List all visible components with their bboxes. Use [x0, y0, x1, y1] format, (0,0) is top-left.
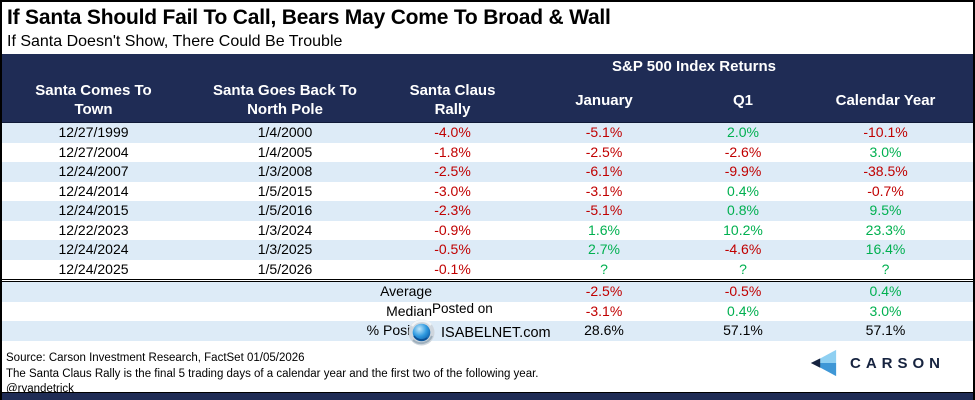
column-header-row: Santa Comes To Town Santa Goes Back To Nort… — [2, 78, 973, 123]
cell-santa-back: 1/4/2000 — [257, 124, 313, 141]
cell-return-1: -6.1% — [585, 163, 623, 180]
summary-label: Average — [2, 279, 520, 302]
footer-notes: Source: Carson Investment Research, Fact… — [6, 351, 539, 398]
table-body: 12/27/1999 1/4/2000 -4.0% -5.1% 2.0% -10.1% 12… — [2, 122, 973, 281]
summary-body: Average -2.5% -0.5% 0.4% Median -3.1% 0.4% 3.0%… — [2, 279, 973, 341]
isabelnet-logo-icon — [408, 319, 435, 346]
cell-santa-back: 1/5/2015 — [257, 182, 313, 199]
cell-return-2: -9.9% — [724, 163, 762, 180]
cell-santa-back: 1/3/2025 — [257, 241, 313, 258]
cell-santa-back: 1/3/2008 — [257, 163, 313, 180]
cell-santa-back: 1/5/2016 — [257, 202, 313, 219]
table-row: 12/24/2025 1/5/2026 -0.1%??? — [2, 260, 973, 281]
cell-santa-comes: 12/24/2014 — [58, 182, 129, 199]
definition-note: The Santa Claus Rally is the final 5 tra… — [6, 367, 539, 380]
watermark-site: ISABELNET.com — [441, 324, 551, 341]
table-row: 12/24/2015 1/5/2016 -2.3% -5.1% 0.8% 9.5% — [2, 201, 973, 221]
col-header-1: Santa Goes Back To North Pole — [185, 78, 385, 123]
cell-return-3: 9.5% — [869, 202, 902, 219]
cell-return-0: -0.5% — [434, 241, 471, 258]
cell-return-1: 1.6% — [588, 221, 620, 238]
col-header-4: Q1 — [688, 78, 798, 123]
cell-return-0: -4.0% — [434, 124, 471, 141]
cell-santa-back: 1/4/2005 — [257, 143, 313, 160]
group-header-row: S&P 500 Index Returns — [2, 54, 973, 78]
summary-value-1: 0.4% — [727, 302, 759, 319]
cell-return-0: -0.9% — [434, 221, 471, 238]
carson-logo: CARSON — [808, 348, 945, 378]
group-header-spacer — [2, 54, 520, 78]
cell-return-1: -5.1% — [585, 124, 623, 141]
cell-santa-comes: 12/24/2025 — [58, 260, 129, 277]
cell-return-2: -4.6% — [724, 241, 762, 258]
table-row: 12/27/1999 1/4/2000 -4.0% -5.1% 2.0% -10.1% — [2, 122, 973, 143]
table-row: 12/27/2004 1/4/2005 -1.8% -2.5% -2.6% 3.0% — [2, 143, 973, 163]
col-header-5: Calendar Year — [798, 78, 973, 123]
cell-return-3: 3.0% — [869, 143, 902, 160]
summary-value-1: -0.5% — [688, 279, 798, 302]
cell-return-2: 0.4% — [727, 182, 759, 199]
col-header-0: Santa Comes To Town — [2, 78, 185, 123]
cell-return-2: ? — [739, 260, 747, 277]
cell-return-3: ? — [881, 260, 890, 277]
cell-santa-back: 1/5/2026 — [257, 260, 313, 277]
cell-return-0: -2.3% — [434, 202, 471, 219]
cell-return-1: ? — [600, 260, 608, 277]
summary-label: Median — [386, 302, 432, 319]
table-row: 12/24/2014 1/5/2015 -3.0% -3.1% 0.4% -0.7% — [2, 182, 973, 202]
summary-value-2: 0.4% — [798, 279, 973, 302]
cell-return-2: 0.8% — [727, 202, 759, 219]
table-row: 12/24/2007 1/3/2008 -2.5% -6.1% -9.9% -38.5% — [2, 162, 973, 182]
cell-return-1: -2.5% — [585, 143, 623, 160]
cell-santa-comes: 12/24/2007 — [58, 163, 129, 180]
cell-return-1: 2.7% — [588, 241, 620, 258]
source-note: Source: Carson Investment Research, Fact… — [6, 352, 305, 364]
bottom-bar — [2, 392, 973, 400]
col-header-2: Santa Claus Rally — [385, 78, 520, 123]
watermark: Posted on ISABELNET.com — [408, 301, 551, 346]
cell-return-1: -5.1% — [585, 202, 623, 219]
summary-row: Average -2.5% -0.5% 0.4% — [2, 279, 973, 302]
title-block: If Santa Should Fail To Call, Bears May … — [2, 2, 973, 52]
summary-row: Median -3.1% 0.4% 3.0% — [2, 302, 973, 322]
cell-santa-comes: 12/24/2015 — [58, 202, 129, 219]
cell-return-2: 10.2% — [723, 221, 763, 238]
cell-return-1: -3.1% — [585, 182, 623, 199]
table-head: S&P 500 Index Returns Santa Comes To Town… — [2, 54, 973, 123]
summary-value-2: 3.0% — [869, 302, 902, 319]
cell-return-0: -0.1% — [434, 260, 471, 277]
cell-santa-comes: 12/27/2004 — [58, 143, 129, 160]
summary-value-0: 28.6% — [584, 322, 624, 339]
carson-wordmark: CARSON — [850, 354, 946, 372]
table-row: 12/22/2023 1/3/2024 -0.9% 1.6% 10.2% 23.3% — [2, 221, 973, 241]
cell-return-3: -38.5% — [863, 163, 908, 180]
table-row: 12/24/2024 1/3/2025 -0.5% 2.7% -4.6% 16.4% — [2, 240, 973, 260]
summary-value-0: -2.5% — [520, 279, 688, 302]
cell-santa-comes: 12/24/2024 — [58, 241, 129, 258]
carson-chevron-icon — [810, 349, 837, 377]
page-subtitle: If Santa Doesn't Show, There Could Be Tr… — [7, 33, 343, 50]
cell-santa-comes: 12/22/2023 — [58, 221, 129, 238]
cell-return-0: -1.8% — [434, 143, 471, 160]
watermark-posted-on: Posted on — [432, 301, 493, 316]
cell-return-2: -2.6% — [724, 143, 762, 160]
cell-return-3: 23.3% — [865, 221, 906, 238]
page-title: If Santa Should Fail To Call, Bears May … — [7, 6, 611, 29]
cell-return-0: -2.5% — [434, 163, 471, 180]
cell-return-3: -0.7% — [867, 182, 904, 199]
cell-return-3: 16.4% — [865, 241, 906, 258]
col-header-3: January — [520, 78, 688, 123]
cell-return-2: 2.0% — [727, 124, 759, 141]
cell-santa-back: 1/3/2024 — [257, 221, 313, 238]
cell-return-0: -3.0% — [434, 182, 471, 199]
summary-value-0: -3.1% — [585, 302, 623, 319]
summary-value-2: 57.1% — [865, 322, 906, 339]
cell-santa-comes: 12/27/1999 — [58, 124, 129, 141]
santa-rally-table: S&P 500 Index Returns Santa Comes To Town… — [2, 54, 973, 341]
cell-return-3: -10.1% — [863, 124, 908, 141]
group-header-sp500: S&P 500 Index Returns — [520, 54, 973, 78]
summary-value-1: 57.1% — [723, 322, 763, 339]
